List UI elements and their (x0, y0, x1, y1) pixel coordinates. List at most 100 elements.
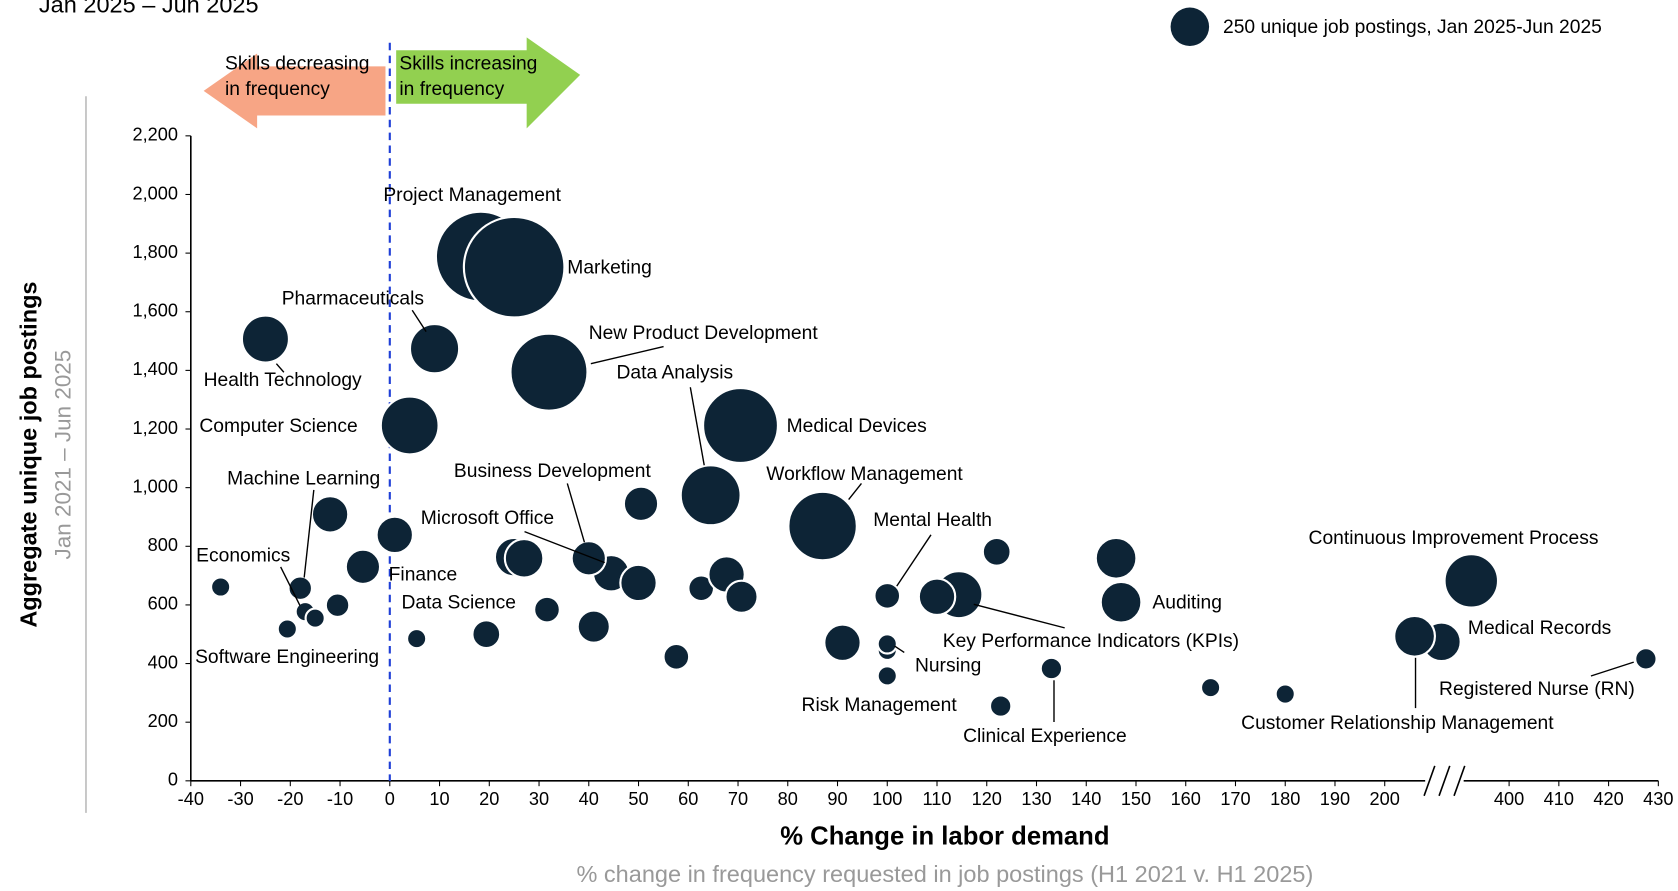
bubble (1393, 614, 1436, 658)
bubble (981, 536, 1012, 567)
x-tick-label: 60 (678, 789, 698, 809)
x-tick-label: 420 (1593, 789, 1623, 809)
x-tick-label: 430 (1643, 789, 1673, 809)
bubble (702, 386, 780, 465)
bubble-label: New Product Development (589, 323, 819, 344)
bubble (310, 495, 350, 534)
bubble (209, 576, 232, 598)
x-tick-label: 70 (728, 789, 748, 809)
y-tick-label: 600 (148, 594, 178, 614)
bubble (344, 548, 382, 586)
x-tick-label: 120 (972, 789, 1002, 809)
x-axis-label: % Change in labor demand (780, 822, 1109, 850)
leader-line (894, 645, 905, 654)
bubble-label: Business Development (454, 461, 652, 482)
leader-line (411, 309, 427, 332)
y-axis-sublabel: Jan 2021 – Jun 2025 (51, 350, 76, 560)
y-tick-label: 1,200 (132, 418, 177, 438)
x-tick-label: 110 (923, 789, 952, 809)
bubble-label: Mental Health (873, 510, 992, 531)
x-axis-sublabel: % change in frequency requested in job p… (576, 861, 1313, 887)
x-tick-label: 130 (1021, 789, 1051, 809)
x-tick-label: -30 (227, 789, 253, 809)
x-tick-label: 10 (429, 789, 449, 809)
leader-line (848, 483, 863, 500)
x-tick-label: 0 (385, 789, 395, 809)
bubble (679, 464, 742, 527)
y-tick-label: 400 (148, 652, 178, 672)
bubble-label: Medical Records (1468, 618, 1611, 639)
x-tick-label: 140 (1071, 789, 1101, 809)
bubble-label: Registered Nurse (RN) (1439, 679, 1635, 700)
x-tick-label: 90 (827, 789, 847, 809)
bubble-label: Marketing (567, 258, 652, 279)
bubble (462, 215, 566, 319)
y-tick-label: 1,000 (132, 476, 177, 496)
y-tick-label: 0 (168, 770, 178, 790)
bubble-label: Software Engineering (195, 647, 379, 668)
increasing-arrow (396, 37, 581, 129)
bubble-label: Data Science (402, 592, 517, 613)
x-tick-label: 170 (1220, 789, 1250, 809)
bubble-label: Computer Science (199, 416, 357, 437)
bubble-label: Microsoft Office (421, 508, 554, 529)
arrow-text: Skills decreasing (225, 53, 369, 74)
legend-bubble (1170, 7, 1210, 46)
bubble (408, 323, 461, 375)
bubble (570, 540, 607, 577)
bubble (533, 595, 561, 624)
bubble (876, 665, 898, 687)
x-tick-label: 200 (1370, 789, 1400, 809)
bubble-label: Project Management (383, 185, 561, 206)
bubble-label: Nursing (915, 655, 981, 676)
leader-line (689, 387, 705, 466)
bubble (876, 633, 898, 655)
x-tick-label: 30 (529, 789, 549, 809)
bubble (1443, 553, 1500, 609)
x-tick-label: 80 (778, 789, 798, 809)
bubble-label: Pharmaceuticals (282, 289, 424, 310)
bubble (1094, 536, 1138, 580)
x-tick-label: 40 (579, 789, 599, 809)
bubble (471, 619, 502, 650)
chart-subtitle: Jan 2025 – Jun 2025 (39, 0, 259, 18)
axis-break-mark (1438, 765, 1451, 797)
bubble-label: Risk Management (802, 695, 958, 716)
leader-line (1590, 661, 1634, 677)
bubble (509, 332, 589, 412)
x-tick-label: 150 (1121, 789, 1151, 809)
x-tick-label: 50 (628, 789, 648, 809)
bubble-label: Workflow Management (766, 464, 963, 485)
leader-line (590, 345, 664, 365)
y-tick-label: 200 (148, 711, 178, 731)
bubble (917, 577, 957, 616)
bubble (1039, 656, 1064, 681)
arrow-text: Skills increasing (399, 53, 537, 74)
bubble (576, 609, 611, 644)
bubble (873, 581, 902, 610)
y-tick-label: 1,400 (132, 359, 177, 379)
bubble (988, 694, 1013, 718)
x-tick-label: 160 (1171, 789, 1201, 809)
bubble-label: Health Technology (204, 370, 362, 391)
y-tick-label: 1,800 (132, 242, 177, 262)
leader-line (275, 363, 285, 373)
bubble (276, 618, 298, 640)
bubble (1274, 683, 1296, 705)
bubble (405, 627, 428, 650)
x-tick-label: 190 (1320, 789, 1350, 809)
axis-break-mark (1423, 765, 1436, 797)
leader-line (896, 534, 932, 587)
bubble (379, 395, 440, 456)
bubble-label: Data Analysis (617, 362, 734, 383)
leader-line (524, 530, 606, 564)
axis-break-mark (1453, 765, 1466, 797)
bubble-label: Continuous Improvement Process (1309, 528, 1599, 549)
x-tick-label: -20 (277, 789, 303, 809)
leader-line (303, 489, 315, 578)
leader-line (280, 566, 301, 606)
y-tick-label: 2,200 (132, 125, 177, 145)
leader-line (973, 603, 1065, 629)
bubble-label: Auditing (1152, 592, 1222, 613)
bubble (1199, 676, 1222, 699)
